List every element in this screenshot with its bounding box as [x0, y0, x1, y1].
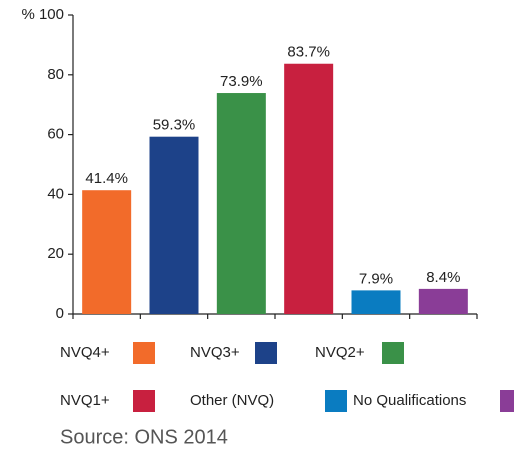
- y-tick-label: 80: [47, 66, 64, 83]
- legend-label: No Qualifications: [353, 392, 466, 409]
- legend-swatch: [382, 342, 404, 364]
- value-label: 73.9%: [220, 73, 263, 90]
- legend-label: NVQ2+: [315, 344, 365, 361]
- y-tick-label: 40: [47, 185, 64, 202]
- bar: [418, 288, 468, 314]
- y-tick-label: 60: [47, 126, 64, 143]
- legend-swatch: [325, 390, 347, 412]
- legend-label: NVQ1+: [60, 392, 110, 409]
- source: Source: ONS 2014: [60, 426, 228, 448]
- value-label: 41.4%: [85, 170, 128, 187]
- legend-label: NVQ4+: [60, 344, 110, 361]
- legend-label: Other (NVQ): [190, 392, 274, 409]
- legend-swatch: [133, 342, 155, 364]
- bar: [284, 63, 334, 314]
- legend-label: NVQ3+: [190, 344, 240, 361]
- bar: [351, 290, 401, 314]
- value-label: 83.7%: [287, 44, 330, 61]
- y-tick-label: % 100: [21, 6, 64, 23]
- bar: [149, 136, 199, 314]
- legend-swatch: [255, 342, 277, 364]
- bar: [82, 190, 132, 314]
- value-label: 59.3%: [153, 117, 196, 134]
- y-tick-label: 20: [47, 245, 64, 262]
- bar: [216, 93, 266, 314]
- value-label: 8.4%: [426, 269, 460, 286]
- y-tick-label: 0: [56, 305, 64, 322]
- value-label: 7.9%: [359, 270, 393, 287]
- legend-swatch: [500, 390, 514, 412]
- legend-swatch: [133, 390, 155, 412]
